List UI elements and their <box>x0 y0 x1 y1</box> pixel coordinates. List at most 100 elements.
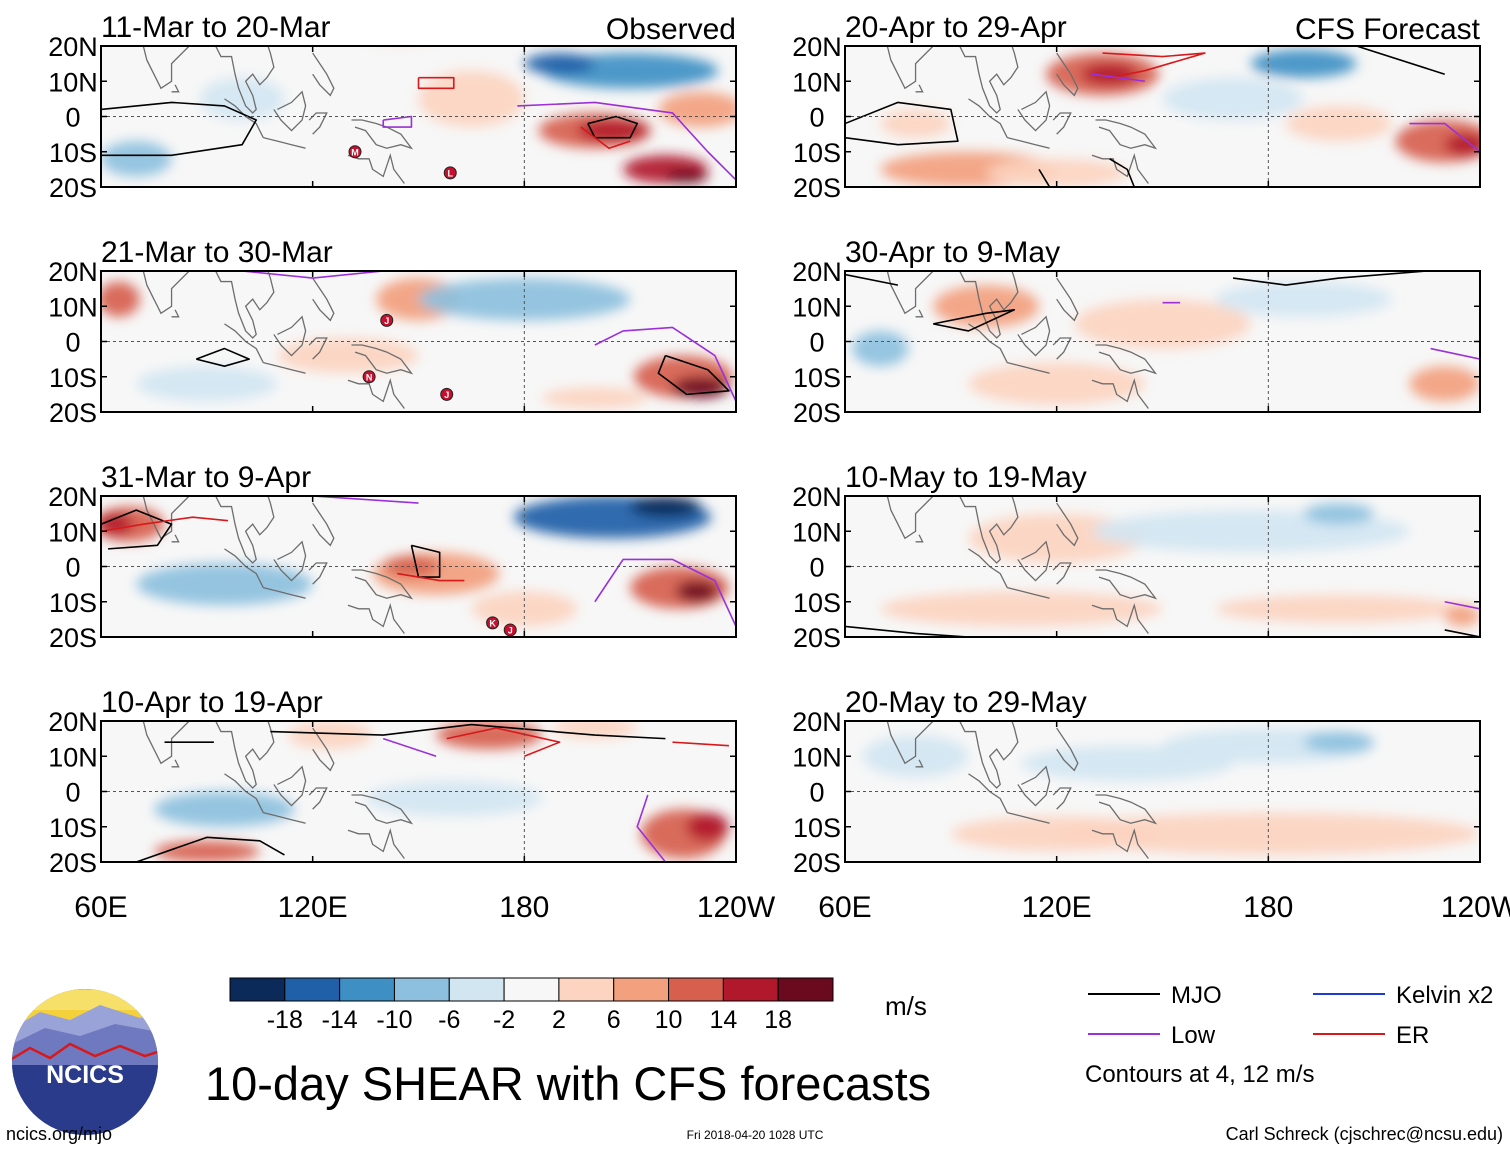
shear-area <box>418 278 631 321</box>
footer-url[interactable]: ncics.org/mjo <box>6 1124 112 1144</box>
y-tick-label: 10N <box>792 742 842 772</box>
shear-area <box>365 780 542 817</box>
coastlines <box>142 46 414 184</box>
colorbar-label: -2 <box>493 1006 515 1034</box>
shear-area <box>1074 299 1251 349</box>
shear-area <box>136 366 278 402</box>
y-tick-label: 10N <box>48 742 98 772</box>
cyclone-marker: J <box>380 313 394 327</box>
contour-line <box>594 558 736 627</box>
contour-line <box>446 727 561 757</box>
colorbar-label: 14 <box>709 1006 737 1034</box>
y-tick-label: 20S <box>793 848 841 878</box>
shear-area <box>1303 731 1375 753</box>
shear-field <box>845 496 1480 637</box>
figure-title: 10-day SHEAR with CFS forecasts <box>205 1057 931 1110</box>
shear-area <box>880 109 951 138</box>
y-tick-label: 0 <box>65 778 80 808</box>
y-tick-label: 20N <box>48 32 98 62</box>
panel-p6: 20N 10N 0 10S 20S 30-Apr to 9-May <box>792 236 1481 428</box>
panel-title: 21-Mar to 30-Mar <box>101 236 333 269</box>
column-header: Observed <box>606 13 736 46</box>
panel-title: 10-Apr to 19-Apr <box>101 686 323 719</box>
contour-line <box>1232 271 1428 286</box>
y-tick-label: 20S <box>49 848 97 878</box>
logo-text: NCICS <box>46 1061 124 1089</box>
contour-line <box>845 273 899 286</box>
colorbar-label: -10 <box>376 1006 412 1034</box>
y-tick-label: 20N <box>792 257 842 287</box>
shear-area <box>1444 605 1480 627</box>
colorbar: -18 -14 -10 -6 -2 2 6 10 14 18 <box>229 977 834 1034</box>
y-tick-label: 10N <box>792 292 842 322</box>
y-tick-label: 10S <box>793 363 841 393</box>
shear-field <box>845 271 1480 409</box>
shear-area <box>676 580 719 602</box>
shear-area <box>355 0 447 42</box>
y-tick-label: 20N <box>792 32 842 62</box>
y-tick-label: 10S <box>793 588 841 618</box>
coastlines <box>142 271 414 409</box>
shear-area <box>1056 812 1480 855</box>
shear-area <box>968 362 1145 405</box>
shear-field <box>101 496 736 634</box>
y-tick-label: 10N <box>48 517 98 547</box>
cyclone-label: J <box>444 390 449 400</box>
colorbar-swatch <box>339 977 395 1002</box>
y-tick-label: 0 <box>809 103 824 133</box>
shear-area <box>277 337 419 374</box>
shear-area <box>630 496 701 518</box>
shear-field <box>101 0 736 184</box>
contour-line <box>1102 52 1206 79</box>
shear-area <box>1250 49 1357 78</box>
contour-line <box>195 347 250 367</box>
shear-area <box>658 91 736 128</box>
shear-area <box>1215 281 1392 317</box>
shear-area <box>1162 77 1304 121</box>
contour-line <box>933 308 1016 332</box>
legend: MJO Low Kelvin x2 ER <box>1088 982 1493 1049</box>
shear-area <box>383 555 440 578</box>
shear-area <box>880 591 1163 627</box>
colorbar-units: m/s <box>885 991 927 1021</box>
contour-line <box>1356 46 1445 75</box>
colorbar-swatch <box>722 977 779 1002</box>
y-tick-label: 20N <box>48 482 98 512</box>
legend-item-low: Low <box>1088 1022 1216 1049</box>
contour-line <box>587 115 639 139</box>
cyclone-marker: L <box>443 166 457 180</box>
contour-line <box>101 509 173 550</box>
shear-area <box>933 285 1040 328</box>
cyclone-label: J <box>508 625 513 635</box>
contour-line <box>1430 347 1480 360</box>
cyclone-marker: M <box>348 145 362 159</box>
legend-item-kelvin-x2: Kelvin x2 <box>1313 982 1493 1009</box>
y-tick-label: 20S <box>793 623 841 653</box>
contour-line <box>517 101 736 181</box>
colorbar-swatch <box>393 977 450 1002</box>
shear-field <box>101 271 736 409</box>
contour-line <box>382 737 437 758</box>
panel-title: 20-Apr to 29-Apr <box>845 11 1067 44</box>
y-tick-label: 20S <box>49 173 97 203</box>
colorbar-swatch <box>448 977 505 1002</box>
panel-p5: 20N 10N 0 10S 20S 20-Apr to 29-Apr CFS Forecas… <box>792 11 1481 203</box>
contour-line <box>1109 158 1136 187</box>
shear-area <box>199 77 285 121</box>
y-tick-label: 10N <box>48 67 98 97</box>
shear-area <box>1081 63 1138 85</box>
cyclone-label: K <box>489 618 496 628</box>
x-tick-label: 180 <box>1243 891 1293 924</box>
colorbar-label: 2 <box>552 1006 566 1034</box>
contour-line <box>312 496 419 504</box>
panel-title: 31-Mar to 9-Apr <box>101 461 311 494</box>
panel-title: 11-Mar to 20-Mar <box>101 11 331 44</box>
y-tick-label: 10S <box>49 138 97 168</box>
shear-area <box>1285 105 1392 142</box>
y-tick-label: 0 <box>65 328 80 358</box>
cyclone-label: M <box>351 147 359 157</box>
contour-line <box>1091 73 1145 83</box>
colorbar-swatch <box>558 977 615 1002</box>
shear-area <box>672 376 729 398</box>
y-tick-label: 10S <box>49 363 97 393</box>
